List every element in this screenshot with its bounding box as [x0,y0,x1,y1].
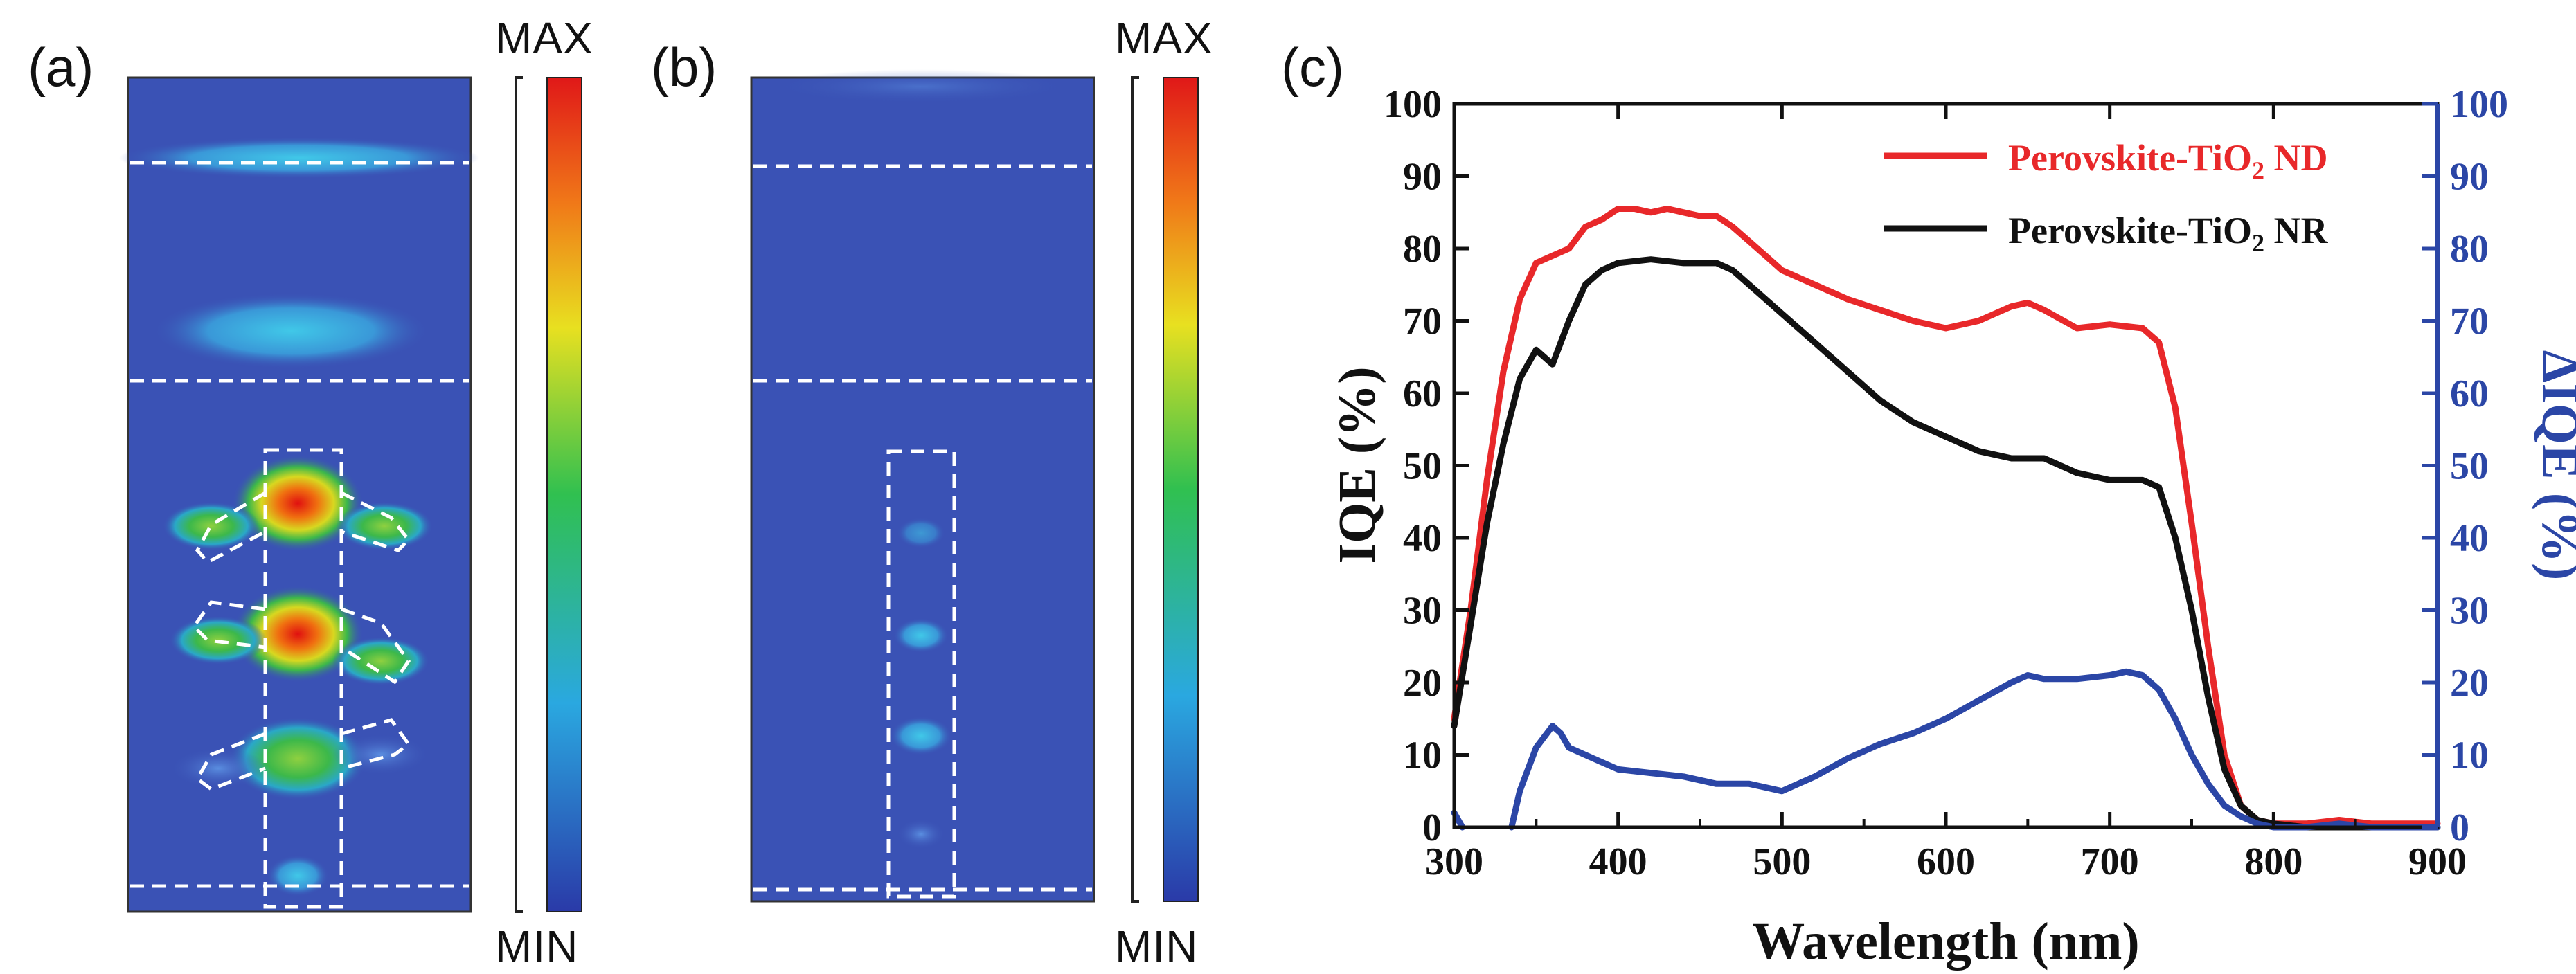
panel-a-colorbar [515,76,582,913]
y-right-tick-label: 20 [2450,662,2489,705]
y-axis-left-title: IQE (%) [1328,367,1386,564]
panel-a-colorbar-max: MAX [495,13,593,63]
x-tick-label: 800 [2244,840,2302,883]
y-axis-right-title: ΔIQE (%) [2531,350,2576,581]
y-left-tick-label: 90 [1403,156,1442,199]
x-tick-label: 900 [2408,840,2467,883]
panel-a-colorbar-min: MIN [495,921,579,971]
y-right-tick-label: 80 [2450,228,2489,271]
series-line-2 [1451,668,2441,831]
panel-b-simulation [750,69,1095,903]
y-left-tick-label: 0 [1422,806,1442,849]
panel-b-colorbar-min: MIN [1115,921,1199,971]
y-left-tick-label: 10 [1403,734,1442,777]
legend-label-nd: Perovskite-TiO2 ND [2008,137,2327,184]
y-left-tick-label: 60 [1403,372,1442,415]
x-tick-label: 600 [1917,840,1975,883]
y-left-tick-label: 80 [1403,228,1442,271]
series-line-0 [1451,206,2441,827]
panel-a-label: (a) [28,37,94,98]
series-line-1 [1451,256,2441,831]
panel-b-colorbar [1131,76,1199,903]
y-right-tick-label: 60 [2450,372,2489,415]
y-right-tick-label: 10 [2450,734,2489,777]
y-right-tick-label: 90 [2450,156,2489,199]
y-right-tick-label: 0 [2450,806,2469,849]
y-right-tick-label: 70 [2450,300,2489,343]
panel-a-simulation [119,76,479,913]
y-left-tick-label: 100 [1384,83,1442,126]
y-right-tick-label: 40 [2450,517,2489,560]
y-right-tick-label: 50 [2450,445,2489,488]
panel-c-label: (c) [1281,37,1344,98]
legend-label-nr: Perovskite-TiO2 NR [2008,210,2328,257]
x-tick-label: 700 [2081,840,2139,883]
y-left-tick-label: 30 [1403,590,1442,633]
y-left-tick-label: 40 [1403,517,1442,560]
chart-legend: Perovskite-TiO2 ND Perovskite-TiO2 NR [1884,137,2328,257]
x-tick-label: 300 [1425,840,1483,883]
x-tick-label: 500 [1753,840,1811,883]
x-axis-title: Wavelength (nm) [1752,912,2139,971]
y-right-tick-label: 30 [2450,590,2489,633]
y-left-tick-label: 20 [1403,662,1442,705]
x-tick-label: 400 [1589,840,1647,883]
y-left-tick-label: 70 [1403,300,1442,343]
panel-b-colorbar-max: MAX [1115,13,1213,63]
y-left-tick-label: 50 [1403,445,1442,488]
panel-b-label: (b) [651,37,717,98]
y-right-tick-label: 100 [2450,83,2508,126]
